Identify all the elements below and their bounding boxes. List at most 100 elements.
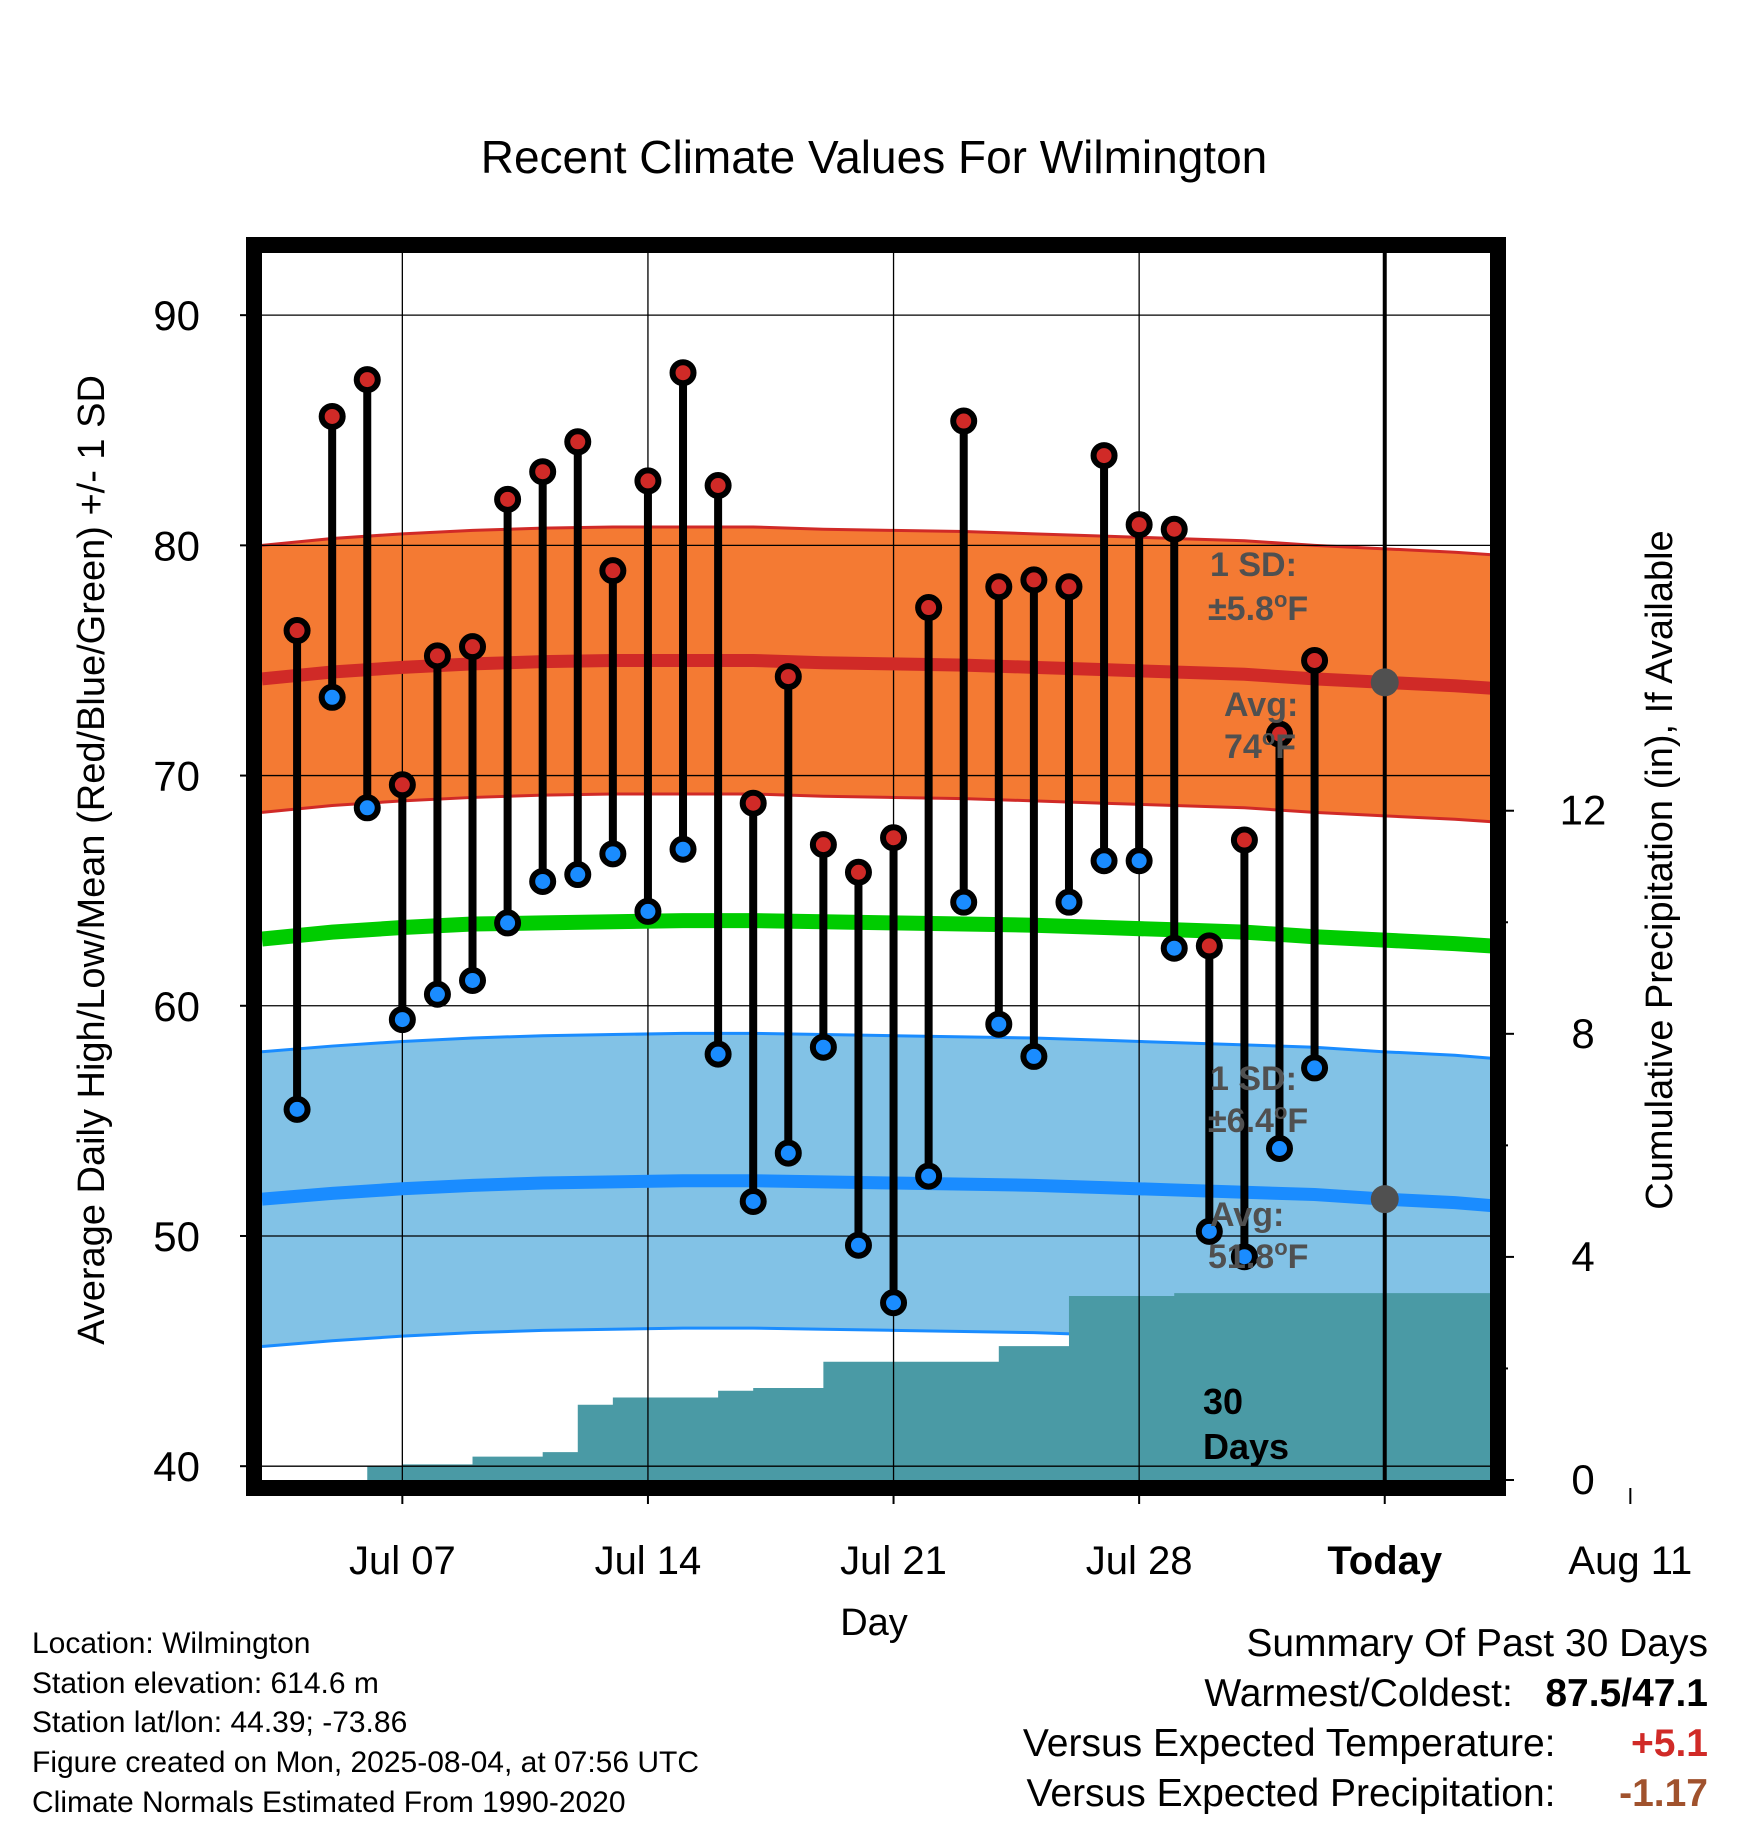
high-sd-annotation-label: 1 SD: [1210,546,1297,584]
daily-low-point [1020,1042,1048,1070]
y-axis-label-left: Average Daily High/Low/Mean (Red/Blue/Gr… [71,375,113,1345]
daily-high-point [388,771,416,799]
daily-low-point [1125,847,1153,875]
y-axis-label-right: Cumulative Precipitation (in), If Availa… [1639,530,1681,1209]
daily-high-point [1230,826,1258,854]
info-normals: Climate Normals Estimated From 1990-2020 [32,1786,626,1819]
info-latlon: Station lat/lon: 44.39; -73.86 [32,1706,408,1739]
daily-high-point [353,366,381,394]
daily-low-point [985,1010,1013,1038]
daily-low-point [1230,1243,1258,1271]
y-tick-label-left: 70 [153,753,200,800]
daily-low-point [634,897,662,925]
plot-inner [262,253,1490,1480]
daily-high-point [774,663,802,691]
daily-low-point [669,835,697,863]
plot-frame [246,237,1506,1496]
high-avg-annotation-value: 74oF [1224,725,1296,766]
daily-high-point [634,467,662,495]
y-tick-label-left: 50 [153,1213,200,1260]
y-tick-label-left: 80 [153,522,200,569]
x-tick-label: Today [1327,1539,1443,1583]
days-marker-number: 30 [1203,1381,1243,1422]
daily-high-point [564,428,592,456]
daily-low-point [915,1162,943,1190]
daily-high-point [739,789,767,817]
low-sd-annotation-label: 1 SD: [1210,1060,1297,1098]
daily-low-point [423,980,451,1008]
daily-low-point [283,1095,311,1123]
daily-high-point [704,472,732,500]
daily-high-point [318,402,346,430]
daily-high-point [423,642,451,670]
daily-high-point [809,831,837,859]
low-sd-band [262,1033,1490,1353]
today-avg-low-marker [1370,1185,1399,1214]
y-tick-label-right: 4 [1571,1233,1594,1280]
daily-high-point [985,573,1013,601]
daily-low-point [809,1033,837,1061]
summary-precip-value: -1.17 [1619,1772,1708,1815]
daily-low-point [529,867,557,895]
days-marker-label: Days [1203,1426,1289,1467]
daily-low-point [950,888,978,916]
daily-low-point [1160,934,1188,962]
daily-high-point [1125,511,1153,539]
low-sd-annotation-value: ±6.4oF [1208,1099,1308,1140]
y-tick-label-right: 0 [1571,1456,1594,1503]
daily-low-point [1090,847,1118,875]
daily-low-point [704,1040,732,1068]
summary-temp-value: +5.1 [1631,1722,1708,1765]
summary-warm-cold: Warmest/Coldest: 87.5/47.1 [1204,1672,1708,1716]
daily-high-point [950,407,978,435]
daily-low-point [388,1006,416,1034]
low-avg-annotation-label: Avg: [1210,1196,1284,1234]
high-avg-annotation-label: Avg: [1224,686,1298,724]
summary-title: Summary Of Past 30 Days [1246,1622,1708,1665]
daily-high-point [1265,720,1293,748]
high-sd-annotation-value: ±5.8oF [1208,587,1308,628]
daily-low-point [1301,1054,1329,1082]
x-tick-label: Jul 28 [1086,1539,1193,1583]
today-avg-high-marker [1370,668,1399,697]
daily-low-point [459,966,487,994]
daily-high-point [1195,932,1223,960]
daily-high-point [1055,573,1083,601]
daily-low-point [318,683,346,711]
daily-low-point [494,909,522,937]
y-tick-label-left: 90 [153,292,200,339]
daily-low-point [564,861,592,889]
daily-high-point [599,557,627,585]
daily-low-point [1055,888,1083,916]
summary-precip: Versus Expected Precipitation: -1.17 [1027,1772,1708,1816]
y-tick-label-right: 12 [1560,787,1607,834]
daily-high-point [1020,566,1048,594]
daily-high-point [529,458,557,486]
daily-low-point [599,840,627,868]
info-location: Location: Wilmington [32,1627,311,1660]
x-tick-label: Aug 11 [1568,1539,1692,1583]
daily-high-point [669,359,697,387]
daily-low-point [774,1139,802,1167]
daily-high-point [283,617,311,645]
low-avg-annotation-value: 51.8oF [1208,1235,1308,1276]
summary-precip-label: Versus Expected Precipitation: [1026,1772,1556,1815]
info-elevation: Station elevation: 614.6 m [32,1667,379,1700]
daily-high-point [915,594,943,622]
x-tick-label: Jul 21 [840,1539,947,1583]
summary-temp-label: Versus Expected Temperature: [1022,1722,1556,1765]
y-tick-label-right: 8 [1571,1010,1594,1057]
y-tick-label-left: 40 [153,1443,200,1490]
daily-high-point [880,824,908,852]
info-created: Figure created on Mon, 2025-08-04, at 07… [32,1746,700,1779]
y-tick-label-left: 60 [153,983,200,1030]
daily-low-point [739,1187,767,1215]
x-tick-label: Jul 14 [595,1539,702,1583]
daily-high-point [1090,442,1118,470]
x-tick-label: Jul 07 [349,1539,456,1583]
daily-high-point [1301,646,1329,674]
summary-warm-cold-label: Warmest/Coldest: [1204,1672,1513,1715]
daily-low-point [1265,1135,1293,1163]
daily-low-point [353,794,381,822]
